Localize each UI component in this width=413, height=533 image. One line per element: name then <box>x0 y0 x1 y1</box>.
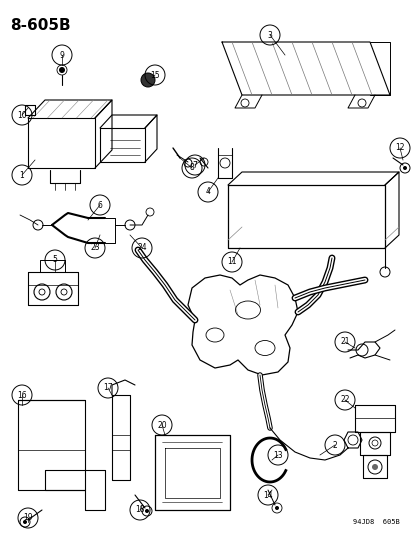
Circle shape <box>145 509 149 513</box>
Text: 94JD8  605B: 94JD8 605B <box>352 519 399 525</box>
Text: 7: 7 <box>192 160 197 169</box>
Circle shape <box>274 506 278 510</box>
Text: 22: 22 <box>339 395 349 405</box>
Text: 23: 23 <box>90 244 100 253</box>
Text: 17: 17 <box>103 384 112 392</box>
Text: 18: 18 <box>135 505 145 514</box>
Text: 24: 24 <box>137 244 147 253</box>
Text: 13: 13 <box>273 450 282 459</box>
Text: 20: 20 <box>157 421 166 430</box>
Text: 21: 21 <box>339 337 349 346</box>
Circle shape <box>23 520 27 524</box>
Text: 19: 19 <box>23 513 33 522</box>
Text: 14: 14 <box>263 490 272 499</box>
Text: 3: 3 <box>267 30 272 39</box>
Text: 4: 4 <box>205 188 210 197</box>
Text: 1: 1 <box>19 171 24 180</box>
Circle shape <box>371 464 377 470</box>
Circle shape <box>59 67 65 73</box>
Text: 10: 10 <box>17 110 27 119</box>
Text: 2: 2 <box>332 440 337 449</box>
Text: 8: 8 <box>189 164 194 173</box>
Text: 15: 15 <box>150 70 159 79</box>
Text: 9: 9 <box>59 51 64 60</box>
Circle shape <box>402 166 406 170</box>
Text: 12: 12 <box>394 143 404 152</box>
Text: 11: 11 <box>227 257 236 266</box>
Circle shape <box>141 73 154 87</box>
Text: 8-605B: 8-605B <box>10 18 71 33</box>
Text: 16: 16 <box>17 391 27 400</box>
Text: 6: 6 <box>97 200 102 209</box>
Text: 5: 5 <box>52 255 57 264</box>
